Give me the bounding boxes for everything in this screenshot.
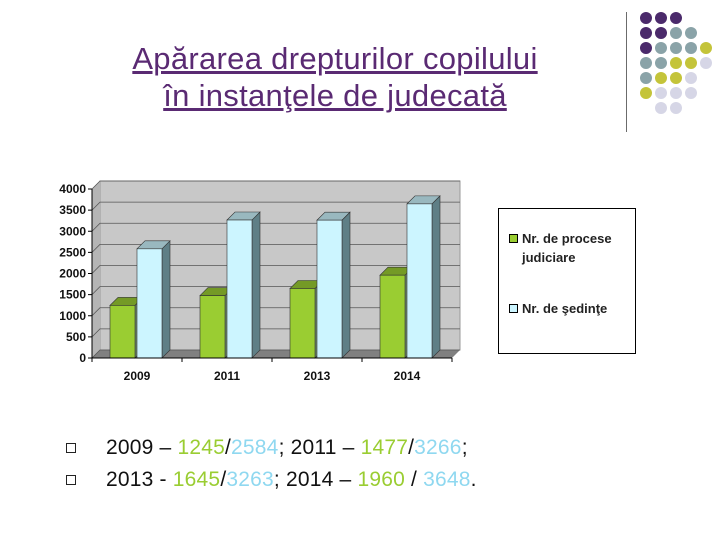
decorative-dot [685, 87, 697, 99]
gridline [91, 180, 460, 190]
y-tick-label: 2000 [59, 267, 86, 281]
summary-text-line-2: 2013 - 1645/3263; 2014 – 1960 / 3648. [106, 468, 477, 491]
bar-procese [109, 305, 136, 359]
bar-sedinte [226, 219, 253, 359]
decorative-dot [700, 57, 712, 69]
decorative-dot [670, 72, 682, 84]
list-item: 2009 – 1245/2584; 2011 – 1477/3266; [66, 432, 477, 464]
chart-legend: Nr. de procese judiciare Nr. de şedinţe [498, 208, 636, 354]
x-tick-label: 2011 [214, 369, 240, 383]
legend-item-sedinte: Nr. de şedinţe [509, 299, 607, 318]
bar-procese [289, 288, 316, 359]
decorative-dot [670, 87, 682, 99]
x-tick-label: 2014 [394, 369, 421, 383]
gridline [91, 201, 460, 211]
decorative-dot [655, 27, 667, 39]
bullet-square-icon [66, 443, 76, 453]
decorative-dot [685, 72, 697, 84]
x-tick-label: 2013 [304, 369, 331, 383]
decorative-dot [655, 57, 667, 69]
y-tick-label: 0 [79, 351, 86, 365]
decorative-dot [640, 72, 652, 84]
bar-sedinte [406, 203, 433, 359]
decorative-dot [640, 57, 652, 69]
legend-item-procese: Nr. de procese judiciare [509, 229, 612, 267]
y-tick-label: 2500 [59, 245, 86, 259]
decorative-dot [655, 42, 667, 54]
y-tick-label: 4000 [59, 182, 86, 196]
y-tick-label: 1500 [59, 288, 86, 302]
title-line-1: Apărarea drepturilor copilului [132, 41, 538, 76]
decorative-dot [685, 42, 697, 54]
legend-swatch-green [509, 234, 518, 243]
y-tick-label: 500 [66, 330, 86, 344]
decorative-dot [655, 12, 667, 24]
decorative-dot [640, 42, 652, 54]
title-line-2: în instanţele de judecată [163, 78, 507, 113]
bar-procese [199, 295, 226, 359]
decorative-dot [670, 12, 682, 24]
summary-list: 2009 – 1245/2584; 2011 – 1477/3266; 2013… [66, 432, 477, 496]
decorative-dot [655, 72, 667, 84]
bar-sedinte [316, 219, 343, 359]
y-tick-label: 3500 [59, 203, 86, 217]
chart-floor [92, 350, 460, 358]
summary-text-line-1: 2009 – 1245/2584; 2011 – 1477/3266; [106, 436, 468, 459]
decorative-dot [655, 87, 667, 99]
bar-sedinte [136, 248, 163, 359]
bar-procese [379, 274, 406, 359]
bar-chart: 0 500 1000 1500 2000 2500 3000 3500 4000 2009 2011… [59, 180, 461, 383]
bullet-square-icon [66, 475, 76, 485]
decorative-dot [670, 57, 682, 69]
slide-title: Apărarea drepturilor copilului în instan… [40, 40, 630, 114]
decorative-dot [685, 27, 697, 39]
decorative-dot [640, 12, 652, 24]
legend-swatch-blue [509, 304, 518, 313]
bar-sedinte-side [161, 240, 171, 359]
y-tick-label: 3000 [59, 224, 86, 238]
decorative-divider [626, 12, 627, 132]
decorative-dot [640, 87, 652, 99]
bar-sedinte-side [431, 195, 441, 359]
decorative-dot [670, 102, 682, 114]
decorative-dot [640, 27, 652, 39]
y-tick-label: 1000 [59, 309, 86, 323]
list-item: 2013 - 1645/3263; 2014 – 1960 / 3648. [66, 464, 477, 496]
decorative-dot [700, 42, 712, 54]
legend-label-procese: Nr. de procese judiciare [522, 231, 612, 265]
x-tick-label: 2009 [124, 369, 151, 383]
decorative-dot [685, 57, 697, 69]
bar-sedinte-side [251, 211, 261, 359]
legend-label-sedinte: Nr. de şedinţe [522, 301, 608, 316]
decorative-dot [655, 102, 667, 114]
decorative-dot-grid [640, 12, 712, 114]
decorative-dot [670, 27, 682, 39]
bar-sedinte-side [341, 211, 351, 359]
decorative-dot [670, 42, 682, 54]
